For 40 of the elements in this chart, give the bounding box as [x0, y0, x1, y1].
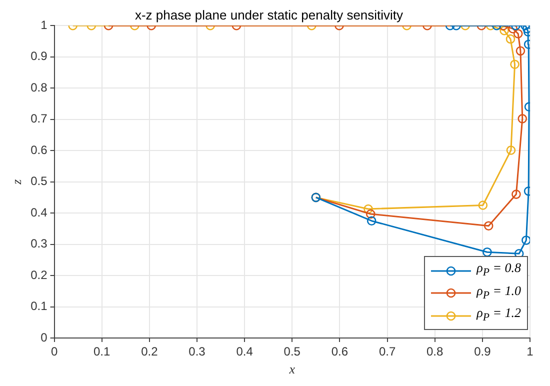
x-tick-label: 0.9	[474, 344, 492, 359]
y-tick-label: 0	[40, 330, 48, 344]
x-tick-label: 0.3	[188, 344, 206, 359]
y-tick-label: 0.4	[30, 205, 48, 220]
point	[482, 247, 492, 257]
x-tick-label: 0.1	[94, 344, 111, 359]
legend-label: ρ$_{P}$ = 1.2	[476, 304, 521, 326]
legend-label: ρ$_{P}$ = 0.8	[476, 259, 521, 281]
y-tick-label: 0.1	[30, 299, 48, 314]
point	[522, 236, 530, 245]
point	[512, 190, 521, 199]
chart-title: x-z phase plane under static penalty sensitivity	[134, 7, 404, 22]
y-tick-label: 0.7	[30, 112, 48, 126]
point	[366, 209, 376, 219]
y-tick-label: 0.3	[30, 236, 48, 251]
point	[508, 26, 518, 34]
y-tick-label: 0.8	[30, 80, 48, 94]
x-tick-label: 0.7	[378, 344, 396, 359]
y-tick-label: 0.2	[30, 268, 48, 282]
point	[518, 114, 528, 124]
x-tick-label: 0.4	[236, 344, 254, 359]
point	[366, 216, 376, 226]
x-tick-label: 0.5	[284, 344, 301, 359]
point	[522, 26, 530, 34]
legend-label: ρ$_{P}$ = 1.0	[476, 282, 521, 304]
point	[506, 146, 516, 155]
point	[364, 204, 373, 214]
x-tick-label: 0.6	[331, 344, 348, 359]
y-tick-label: 0.5	[30, 174, 48, 188]
point	[478, 200, 488, 210]
x-tick-label: 0	[50, 344, 58, 359]
x-axis-title: x	[288, 362, 296, 377]
x-tick-label: 1	[526, 344, 534, 359]
y-tick-label: 1	[40, 18, 48, 32]
y-tick-label: 0.9	[30, 49, 48, 64]
point	[484, 221, 494, 230]
y-axis-title: z	[9, 179, 24, 186]
x-tick-label: 0.2	[141, 344, 158, 359]
y-tick-label: 0.6	[30, 142, 48, 157]
x-tick-label: 0.8	[426, 344, 444, 359]
